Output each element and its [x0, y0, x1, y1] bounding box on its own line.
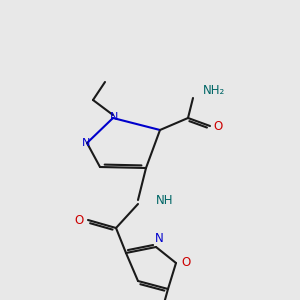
Text: N: N	[110, 112, 118, 122]
Text: O: O	[74, 214, 84, 226]
Text: NH₂: NH₂	[203, 83, 225, 97]
Text: O: O	[213, 119, 223, 133]
Text: N: N	[82, 138, 90, 148]
Text: O: O	[182, 256, 190, 269]
Text: NH: NH	[156, 194, 173, 208]
Text: N: N	[154, 232, 164, 245]
